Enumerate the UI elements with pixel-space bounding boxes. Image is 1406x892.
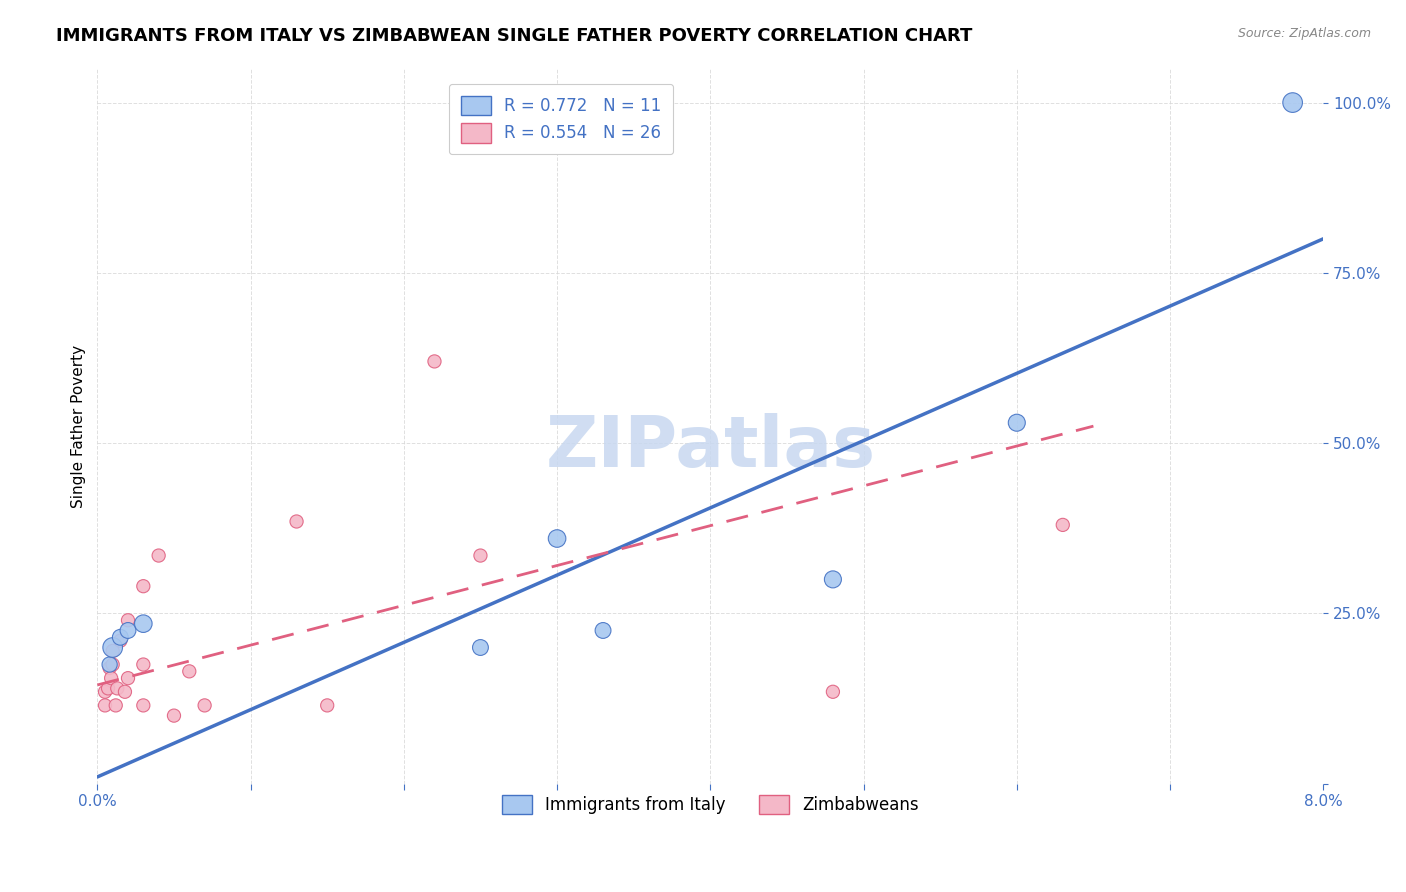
- Point: [98, 657, 121, 672]
- Point: [132, 657, 155, 672]
- Point: [117, 624, 139, 638]
- Point: [94, 685, 117, 699]
- Text: Source: ZipAtlas.com: Source: ZipAtlas.com: [1237, 27, 1371, 40]
- Point: [285, 515, 308, 529]
- Point: [470, 549, 492, 563]
- Point: [423, 354, 446, 368]
- Point: [163, 708, 186, 723]
- Point: [105, 681, 128, 696]
- Point: [101, 640, 124, 655]
- Point: [132, 579, 155, 593]
- Text: ZIPatlas: ZIPatlas: [546, 413, 876, 482]
- Y-axis label: Single Father Poverty: Single Father Poverty: [72, 344, 86, 508]
- Point: [110, 633, 132, 648]
- Point: [117, 671, 139, 685]
- Point: [97, 681, 120, 696]
- Point: [592, 624, 614, 638]
- Point: [94, 698, 117, 713]
- Point: [821, 685, 844, 699]
- Point: [101, 657, 124, 672]
- Point: [114, 685, 136, 699]
- Point: [132, 698, 155, 713]
- Point: [1052, 517, 1074, 532]
- Point: [1005, 416, 1028, 430]
- Point: [110, 630, 132, 644]
- Point: [132, 616, 155, 631]
- Point: [546, 532, 568, 546]
- Point: [470, 640, 492, 655]
- Legend: Immigrants from Italy, Zimbabweans: Immigrants from Italy, Zimbabweans: [491, 783, 931, 825]
- Point: [148, 549, 170, 563]
- Point: [98, 661, 121, 675]
- Text: IMMIGRANTS FROM ITALY VS ZIMBABWEAN SINGLE FATHER POVERTY CORRELATION CHART: IMMIGRANTS FROM ITALY VS ZIMBABWEAN SING…: [56, 27, 973, 45]
- Point: [194, 698, 217, 713]
- Point: [316, 698, 339, 713]
- Point: [100, 671, 122, 685]
- Point: [101, 644, 124, 658]
- Point: [179, 665, 201, 679]
- Point: [1281, 95, 1303, 110]
- Point: [821, 573, 844, 587]
- Point: [117, 613, 139, 627]
- Point: [104, 698, 127, 713]
